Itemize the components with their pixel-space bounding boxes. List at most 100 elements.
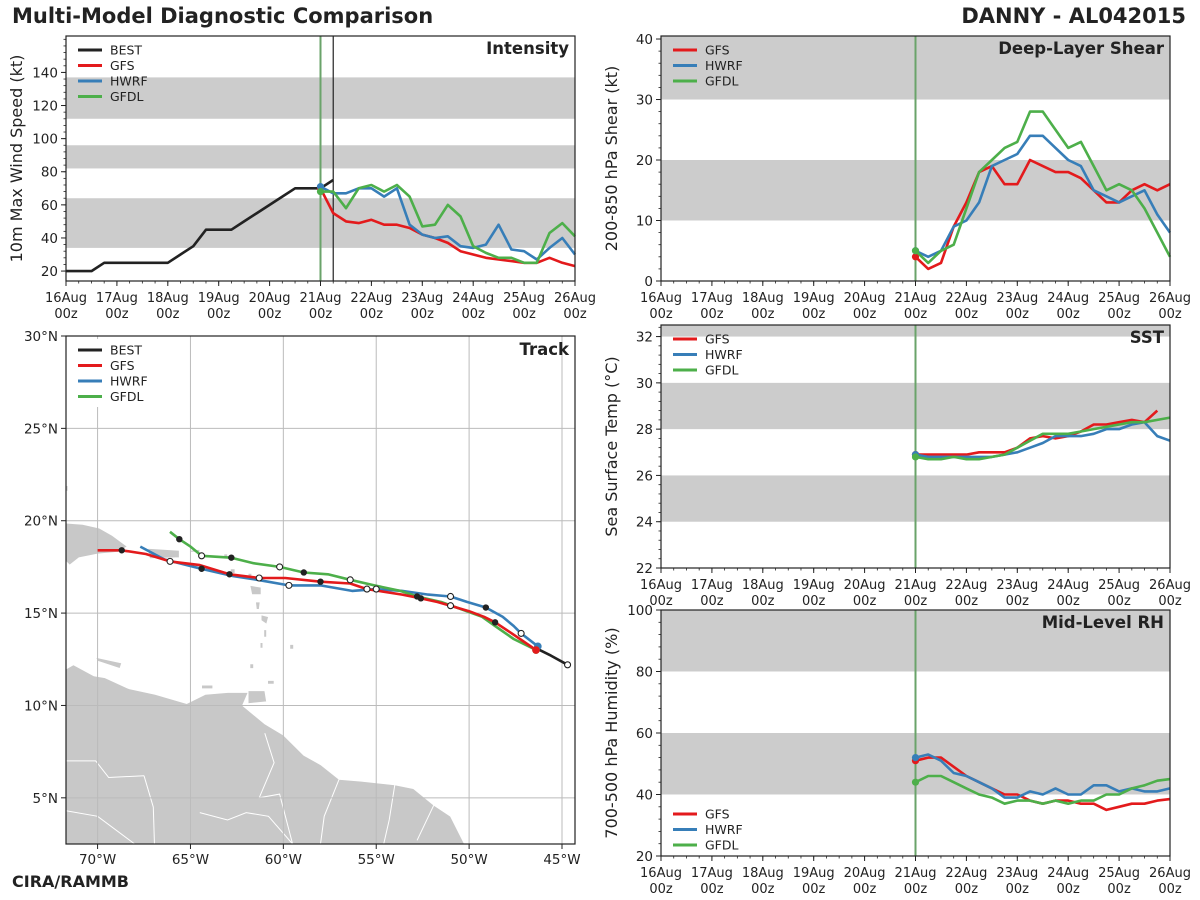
shear-xtick-label: 00z [700, 307, 724, 322]
track-marker-hwrf [482, 604, 490, 611]
track-marker-gfs [226, 571, 233, 578]
sst-panel: 22242628303216Aug00z17Aug00z18Aug00z19Au… [602, 324, 1191, 609]
sst-xtick-label: 00z [1107, 594, 1131, 609]
rh-series-gfdl [914, 774, 1171, 805]
sst-xtick-label: 25Aug [1098, 578, 1140, 593]
land-margarita [201, 684, 214, 690]
shear-xtick-label: 21Aug [895, 291, 937, 306]
intensity-series-best [66, 178, 334, 273]
rh-ytick-label: 60 [636, 726, 653, 742]
sst-xtick-label: 00z [904, 594, 928, 609]
rh-xtick-label: 19Aug [793, 866, 835, 881]
track-marker-open-gfs [166, 557, 174, 565]
shear-xtick-label: 18Aug [742, 291, 784, 306]
rh-xtick-label: 00z [751, 882, 775, 897]
intensity-xtick-label: 00z [54, 307, 78, 322]
shear-xtick-label: 19Aug [793, 291, 835, 306]
sst-xtick-label: 23Aug [996, 578, 1038, 593]
rh-ytick-label: 100 [627, 603, 653, 619]
shear-xtick-label: 26Aug [1149, 291, 1191, 306]
shear-ytick-label: 10 [636, 214, 653, 230]
land-st-vincent [259, 642, 264, 649]
country-border [199, 812, 293, 844]
land-trinidad [247, 690, 268, 705]
credit-label: CIRA/RAMMB [12, 872, 129, 891]
shear-ytick-label: 0 [644, 274, 653, 290]
rh-xtick-label: 00z [853, 882, 877, 897]
intensity-ytick-label: 80 [41, 165, 58, 181]
rh-xtick-label: 00z [1107, 882, 1131, 897]
legend-label-gfs: GFS [110, 58, 135, 73]
legend-label-gfdl: GFDL [110, 389, 144, 404]
land-st-lucia [263, 629, 268, 638]
storm-title: DANNY - AL042015 [961, 4, 1186, 28]
sst-ytick-label: 24 [636, 515, 653, 531]
track-frame [65, 335, 576, 845]
country-border [143, 775, 155, 844]
shear-xtick-label: 00z [1057, 307, 1081, 322]
intensity-xtick-label: 24Aug [452, 291, 494, 306]
rh-xtick-label: 00z [649, 882, 673, 897]
sst-xtick-label: 19Aug [793, 578, 835, 593]
intensity-xtick-label: 00z [512, 307, 536, 322]
land-martinique [260, 614, 269, 625]
shear-xtick-label: 00z [904, 307, 928, 322]
sst-xtick-label: 18Aug [742, 578, 784, 593]
sst-title: SST [1130, 328, 1165, 347]
shear-xtick-label: 00z [955, 307, 979, 322]
track-marker-open-best [564, 661, 572, 669]
legend-label-hwrf: HWRF [705, 347, 743, 362]
intensity-start-point-hwrf [316, 183, 325, 191]
intensity-xtick-label: 00z [462, 307, 486, 322]
shear-xtick-label: 00z [802, 307, 826, 322]
sst-xtick-label: 16Aug [640, 578, 682, 593]
track-panel: 70°W 65°W 60°W 55°W 50°W 45°W 5°N 10°N 15°N 20°N 2… [24, 329, 581, 868]
intensity-xtick-label: 00z [309, 307, 333, 322]
sst-xtick-label: 00z [802, 594, 826, 609]
intensity-xtick-label: 18Aug [147, 291, 189, 306]
sst-xtick-label: 21Aug [895, 578, 937, 593]
sst-ytick-label: 32 [636, 330, 653, 346]
sst-xtick-label: 00z [1158, 594, 1182, 609]
track-marker-open-gfs [255, 574, 263, 582]
shear-xtick-label: 00z [751, 307, 775, 322]
track-marker-open-gfs [446, 602, 455, 610]
track-marker-open-gfdl [276, 563, 284, 571]
sst-xtick-label: 00z [955, 594, 979, 609]
shear-xtick-label: 24Aug [1047, 291, 1089, 306]
track-map-area [66, 336, 575, 844]
legend-label-gfdl: GFDL [705, 363, 739, 378]
land-barbados [289, 644, 295, 650]
intensity-xtick-label: 00z [105, 307, 129, 322]
legend-label-gfs: GFS [110, 358, 135, 373]
shear-xtick-label: 25Aug [1098, 291, 1140, 306]
track-marker-open-hwrf [517, 629, 525, 637]
track-marker-open-gfdl [346, 576, 354, 584]
sst-xtick-label: 00z [1006, 594, 1030, 609]
legend-label-hwrf: HWRF [705, 58, 743, 73]
rh-xtick-label: 00z [904, 882, 928, 897]
rh-xtick-label: 25Aug [1098, 866, 1140, 881]
sst-xtick-label: 00z [853, 594, 877, 609]
sst-xtick-label: 00z [1057, 594, 1081, 609]
intensity-series-gfdl [320, 183, 576, 265]
track-marker-open-hwrf [446, 592, 455, 601]
track-xtick-label: 60°W [265, 852, 302, 868]
land-guadeloupe [249, 584, 262, 595]
sst-xtick-label: 22Aug [945, 578, 987, 593]
intensity-ytick-label: 100 [32, 132, 58, 148]
sst-ylabel: Sea Surface Temp (°C) [602, 356, 621, 536]
intensity-xtick-label: 25Aug [503, 291, 545, 306]
sst-ytick-label: 26 [636, 468, 653, 484]
shear-xtick-label: 00z [1006, 307, 1030, 322]
rh-ylabel: 700-500 hPa Humidity (%) [602, 627, 621, 838]
intensity-ytick-label: 40 [41, 231, 58, 247]
rh-xtick-label: 00z [955, 882, 979, 897]
intensity-xtick-label: 23Aug [401, 291, 443, 306]
sst-start-point-gfdl [911, 453, 920, 461]
intensity-ytick-label: 60 [41, 198, 58, 214]
